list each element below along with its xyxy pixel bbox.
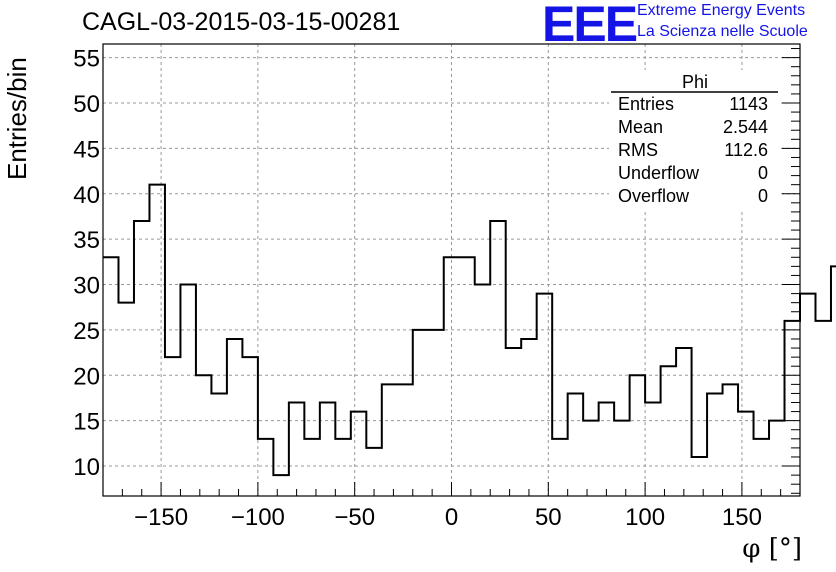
histogram-bin (428, 330, 443, 496)
histogram-bin (661, 366, 676, 496)
stats-title: Phi (682, 72, 708, 92)
histogram-bin (211, 393, 226, 496)
stats-value: 112.6 (724, 140, 768, 160)
histogram-bin (304, 439, 319, 496)
histogram-bin (769, 421, 784, 496)
histogram-bin (815, 321, 830, 496)
y-tick-label: 25 (73, 318, 100, 345)
y-tick-label: 45 (73, 136, 100, 163)
histogram-bin (180, 285, 195, 496)
y-tick-label: 50 (73, 91, 100, 118)
x-tick-label: 50 (535, 504, 562, 531)
x-tick-label: −100 (231, 504, 285, 531)
histogram-bin (335, 439, 350, 496)
histogram-bin (568, 393, 583, 496)
histogram-bin (738, 412, 753, 496)
histogram-bin (630, 375, 645, 496)
histogram-bin (413, 330, 428, 496)
histogram-bin (707, 393, 722, 496)
histogram-bin (723, 384, 738, 496)
histogram-bin (537, 294, 552, 496)
stats-value: 0 (758, 186, 768, 206)
histogram-bin (444, 257, 459, 496)
y-tick-label: 15 (73, 409, 100, 436)
chart-title: CAGL-03-2015-03-15-00281 (82, 8, 401, 36)
y-tick-label: 20 (73, 363, 100, 390)
stats-label: Mean (618, 117, 663, 137)
histogram-bin (397, 384, 412, 496)
logo-line-2: La Scienza nelle Scuole (637, 23, 808, 40)
histogram-bin (614, 421, 629, 496)
histogram-bin (149, 185, 164, 496)
y-tick-label: 35 (73, 227, 100, 254)
histogram-bin (692, 457, 707, 496)
stats-value: 0 (758, 163, 768, 183)
histogram-bin (459, 257, 474, 496)
histogram-bin (490, 221, 505, 496)
eee-logo: EEE (542, 0, 638, 52)
histogram-bin (645, 403, 660, 496)
stats-label: Overflow (618, 186, 690, 206)
histogram-bin (800, 294, 815, 496)
histogram-bin (366, 448, 381, 496)
histogram-bin (165, 357, 180, 496)
histogram-bin (320, 403, 335, 496)
y-tick-label: 55 (73, 46, 100, 73)
y-tick-label: 40 (73, 182, 100, 209)
histogram-bin (134, 221, 149, 496)
histogram-bin (289, 403, 304, 496)
stats-label: Entries (618, 94, 674, 114)
histogram-bin (118, 303, 133, 496)
histogram-bin (583, 421, 598, 496)
histogram-bin (351, 412, 366, 496)
stats-value: 1143 (729, 94, 768, 114)
histogram-bin (475, 285, 490, 496)
histogram-bin (227, 339, 242, 496)
histogram-bin (242, 357, 257, 496)
histogram-bin (831, 266, 836, 496)
histogram-bin (785, 321, 800, 496)
histogram-bin (521, 339, 536, 496)
y-tick-label: 10 (73, 454, 100, 481)
x-tick-label: −50 (334, 504, 375, 531)
x-tick-label: 100 (625, 504, 665, 531)
x-tick-label: −150 (134, 504, 188, 531)
y-axis-label: Entries/bin (2, 57, 32, 180)
x-tick-label: 150 (722, 504, 762, 531)
histogram-series (103, 183, 836, 477)
y-tick-label: 30 (73, 273, 100, 300)
histogram-bin (103, 257, 118, 496)
histogram-bin (676, 348, 691, 496)
x-axis-label: φ [°] (742, 534, 802, 564)
stats-value: 2.544 (723, 117, 768, 137)
histogram-bin (258, 439, 273, 496)
histogram-bin (196, 375, 211, 496)
stats-label: RMS (618, 140, 658, 160)
stats-box (609, 70, 778, 210)
histogram-bin (552, 439, 567, 496)
histogram-bin (754, 439, 769, 496)
histogram-bin (506, 348, 521, 496)
histogram-bin (599, 403, 614, 496)
x-tick-label: 0 (445, 504, 458, 531)
logo-line-1: Extreme Energy Events (637, 2, 806, 19)
stats-label: Underflow (618, 163, 700, 183)
histogram-bin (382, 384, 397, 496)
histogram-bin (273, 475, 288, 496)
